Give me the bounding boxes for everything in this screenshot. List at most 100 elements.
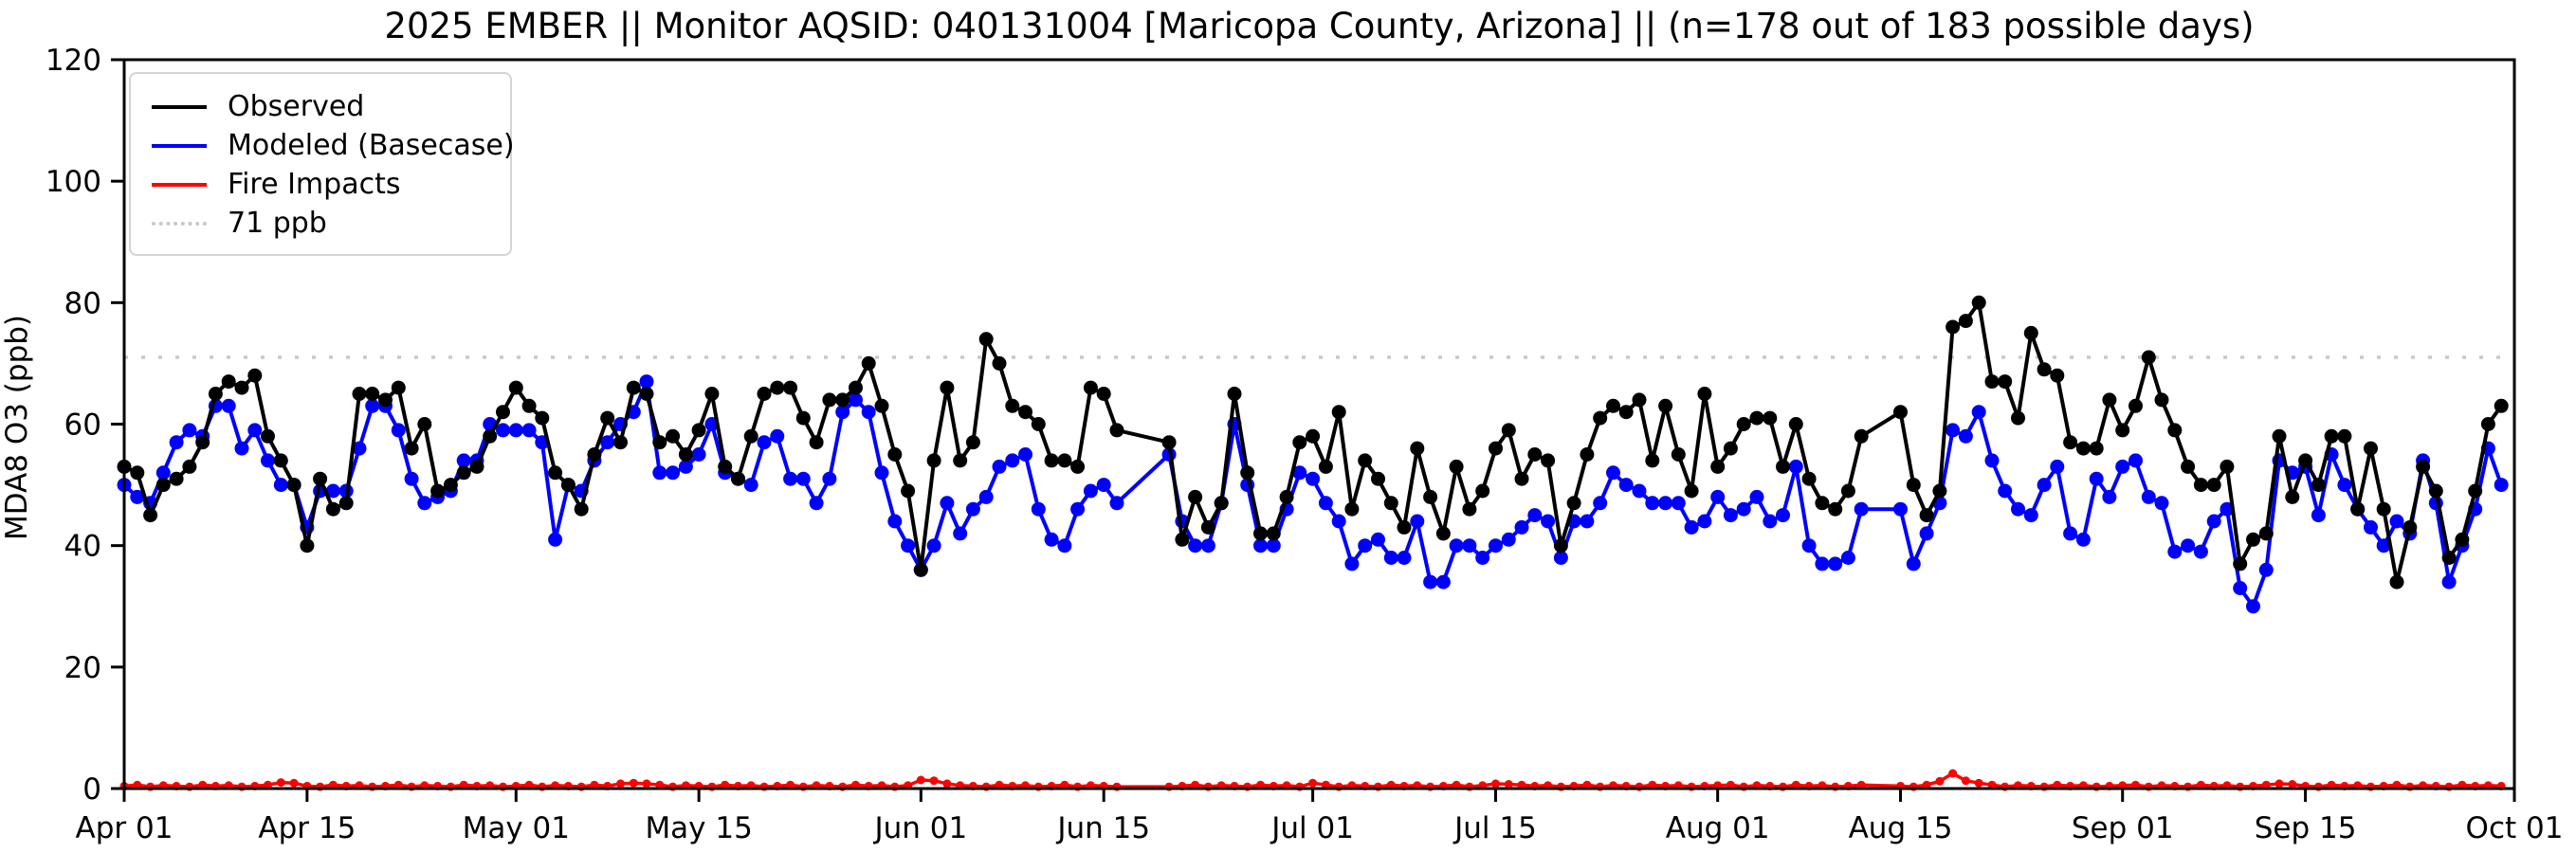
data-point — [942, 779, 952, 789]
data-point — [2441, 551, 2457, 565]
data-point — [1383, 496, 1398, 511]
data-point — [1723, 441, 1738, 456]
data-point — [2115, 459, 2130, 474]
data-point — [926, 538, 941, 554]
data-point — [459, 780, 468, 789]
data-point — [261, 453, 275, 468]
legend-label: Modeled (Basecase) — [228, 128, 515, 162]
data-point — [508, 380, 523, 395]
data-point — [874, 465, 889, 481]
data-point — [1060, 780, 1069, 789]
data-point — [325, 483, 340, 499]
data-point — [590, 780, 599, 789]
data-point — [1946, 319, 1961, 335]
data-point — [2102, 392, 2117, 408]
data-point — [1371, 532, 1385, 547]
data-point — [2480, 417, 2495, 431]
data-point — [916, 775, 925, 785]
data-point — [587, 447, 602, 462]
data-point — [1893, 405, 1908, 420]
data-point — [1344, 501, 1360, 517]
data-point — [1292, 435, 1307, 450]
data-point — [1828, 501, 1843, 517]
data-point — [743, 478, 758, 493]
data-point — [1618, 478, 1634, 493]
data-point — [1331, 405, 1346, 420]
legend-item-observed: Observed — [131, 87, 510, 126]
legend: Observed Modeled (Basecase) Fire Impacts… — [129, 72, 515, 256]
data-point — [1491, 779, 1500, 789]
data-point — [1240, 465, 1255, 481]
data-point — [1435, 526, 1451, 541]
data-point — [786, 780, 795, 789]
data-point — [2037, 478, 2052, 493]
data-point — [2037, 362, 2052, 377]
data-point — [1998, 483, 2013, 499]
data-point — [1906, 556, 1921, 572]
x-tick-label: Jul 15 — [1452, 811, 1537, 845]
data-point — [1449, 459, 1464, 474]
data-point — [822, 392, 837, 408]
y-axis-label: MDA8 O3 (ppb) — [0, 314, 34, 541]
data-point — [2011, 501, 2025, 517]
data-point — [770, 428, 785, 444]
data-point — [2063, 435, 2078, 450]
data-point — [378, 392, 393, 408]
data-point — [652, 435, 667, 450]
data-point — [1435, 574, 1451, 590]
data-point — [1449, 538, 1464, 554]
data-point — [809, 435, 824, 450]
data-point — [2455, 532, 2470, 547]
data-point — [1005, 453, 1020, 468]
data-point — [616, 779, 625, 789]
data-point — [1776, 508, 1790, 523]
data-point — [247, 368, 263, 383]
data-point — [2389, 514, 2404, 529]
data-point — [995, 780, 1004, 789]
y-tick-label: 20 — [64, 651, 101, 685]
data-point — [1331, 514, 1346, 529]
data-point — [861, 355, 876, 371]
data-point — [391, 380, 406, 395]
data-point — [130, 465, 145, 481]
data-point — [901, 483, 916, 499]
data-point — [2376, 501, 2391, 517]
data-point — [2206, 514, 2221, 529]
data-point — [560, 478, 575, 493]
data-point — [1815, 556, 1830, 572]
data-point — [1932, 483, 1947, 499]
data-point — [2364, 519, 2378, 535]
data-point — [1946, 423, 1961, 438]
data-point — [155, 465, 171, 481]
x-tick-label: Aug 15 — [1849, 811, 1953, 845]
data-point — [133, 780, 142, 789]
data-point — [913, 562, 928, 577]
data-point — [2075, 532, 2091, 547]
data-point — [783, 471, 798, 486]
data-point — [2115, 423, 2130, 438]
data-point — [221, 374, 236, 390]
data-point — [1344, 556, 1360, 572]
data-point — [247, 423, 263, 438]
data-point — [1791, 780, 1800, 789]
data-point — [417, 496, 432, 511]
legend-item-threshold: 71 ppb — [131, 204, 510, 243]
data-point — [2089, 471, 2104, 486]
y-tick-label: 60 — [64, 408, 101, 443]
data-point — [1489, 538, 1503, 554]
data-point — [2285, 489, 2300, 504]
data-point — [264, 780, 272, 789]
data-point — [2261, 780, 2271, 789]
data-point — [600, 435, 615, 450]
data-point — [1710, 489, 1726, 504]
data-point — [2233, 556, 2248, 572]
data-point — [2181, 459, 2196, 474]
data-point — [2154, 392, 2169, 408]
data-point — [1958, 314, 1973, 329]
data-point — [2053, 780, 2062, 789]
data-point — [1948, 769, 1958, 778]
x-tick-label: Jul 01 — [1270, 811, 1354, 845]
data-point — [456, 465, 471, 481]
